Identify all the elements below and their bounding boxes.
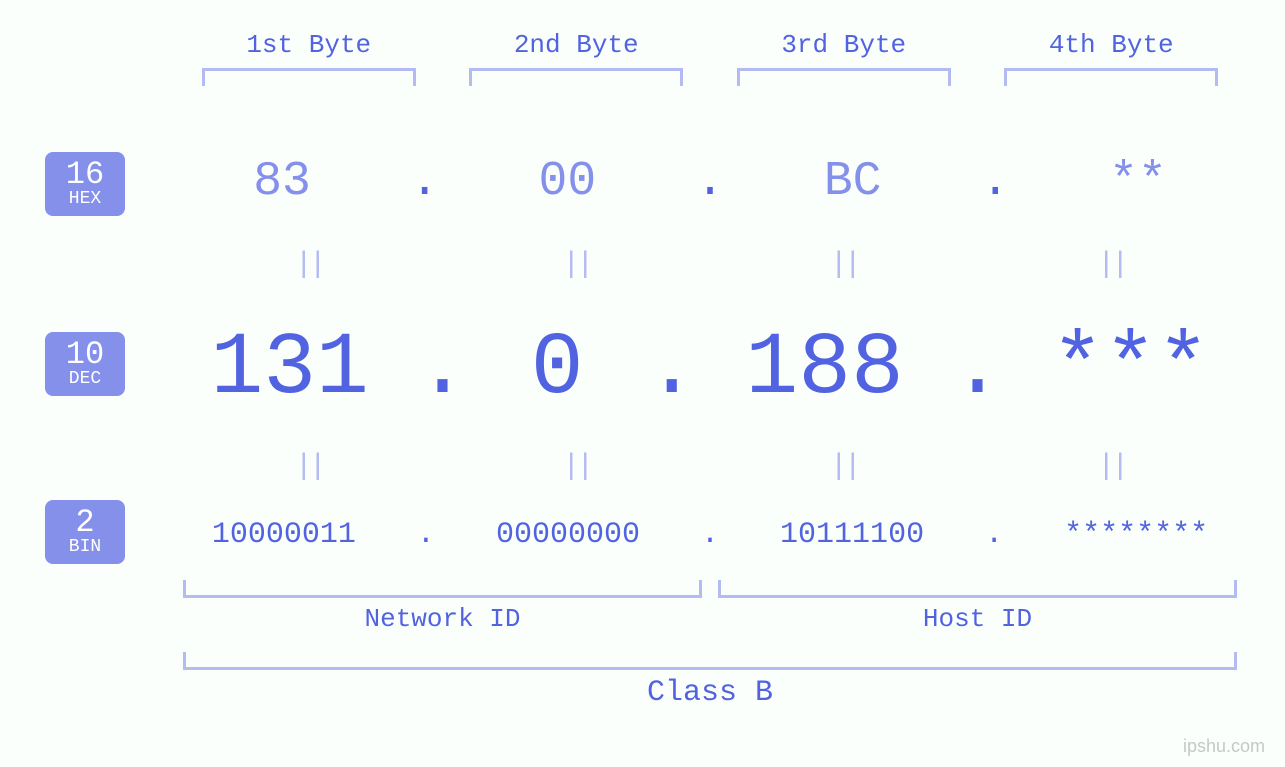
label-network: Network ID — [183, 604, 702, 634]
hex-b3: BC — [746, 155, 960, 209]
dec-dot-3: . — [939, 320, 1015, 419]
byte-header-3: 3rd Byte — [710, 30, 978, 60]
dec-b4: *** — [1016, 320, 1245, 419]
dec-b2: 0 — [481, 320, 634, 419]
badge-bin-lbl: BIN — [45, 538, 125, 557]
label-class: Class B — [183, 676, 1237, 710]
badge-bin: 2 BIN — [45, 500, 125, 564]
badge-bin-num: 2 — [45, 506, 125, 540]
badge-hex: 16 HEX — [45, 152, 125, 216]
badge-dec-lbl: DEC — [45, 370, 125, 389]
eq-1-2: || — [443, 248, 711, 282]
dec-dot-2: . — [634, 320, 710, 419]
dec-b3: 188 — [710, 320, 939, 419]
eq-2-1: || — [175, 450, 443, 484]
eq-row-2: || || || || — [175, 450, 1245, 484]
eq-2-3: || — [710, 450, 978, 484]
bin-dot-1: . — [393, 518, 459, 552]
hex-b4: ** — [1031, 155, 1245, 209]
eq-1-1: || — [175, 248, 443, 282]
hex-b2: 00 — [460, 155, 674, 209]
byte-header-2: 2nd Byte — [443, 30, 711, 60]
eq-1-3: || — [710, 248, 978, 282]
bin-b2: 00000000 — [459, 518, 677, 552]
byte-headers: 1st Byte 2nd Byte 3rd Byte 4th Byte — [175, 30, 1245, 86]
bracket-network — [183, 580, 702, 598]
badge-dec: 10 DEC — [45, 332, 125, 396]
hex-dot-1: . — [389, 155, 460, 209]
bottom-sections: Network ID Host ID Class B — [175, 580, 1245, 710]
bracket-class — [183, 652, 1237, 670]
byte-header-4: 4th Byte — [978, 30, 1246, 60]
dec-dot-1: . — [404, 320, 480, 419]
byte-header-1: 1st Byte — [175, 30, 443, 60]
eq-2-2: || — [443, 450, 711, 484]
dec-row: 131 . 0 . 188 . *** — [175, 320, 1245, 419]
badge-dec-num: 10 — [45, 338, 125, 372]
bin-b4: ******** — [1027, 518, 1245, 552]
hex-b1: 83 — [175, 155, 389, 209]
hex-dot-2: . — [674, 155, 745, 209]
ip-diagram: 16 HEX 10 DEC 2 BIN 1st Byte 2nd Byte 3r… — [0, 0, 1285, 767]
badge-hex-lbl: HEX — [45, 190, 125, 209]
badge-hex-num: 16 — [45, 158, 125, 192]
bin-row: 10000011 . 00000000 . 10111100 . *******… — [175, 518, 1245, 552]
hex-dot-3: . — [960, 155, 1031, 209]
label-host: Host ID — [718, 604, 1237, 634]
watermark: ipshu.com — [1183, 736, 1265, 757]
bracket-host — [718, 580, 1237, 598]
dec-b1: 131 — [175, 320, 404, 419]
eq-row-1: || || || || — [175, 248, 1245, 282]
bin-dot-2: . — [677, 518, 743, 552]
bin-b1: 10000011 — [175, 518, 393, 552]
eq-2-4: || — [978, 450, 1246, 484]
bin-dot-3: . — [961, 518, 1027, 552]
hex-row: 83 . 00 . BC . ** — [175, 155, 1245, 209]
eq-1-4: || — [978, 248, 1246, 282]
bin-b3: 10111100 — [743, 518, 961, 552]
